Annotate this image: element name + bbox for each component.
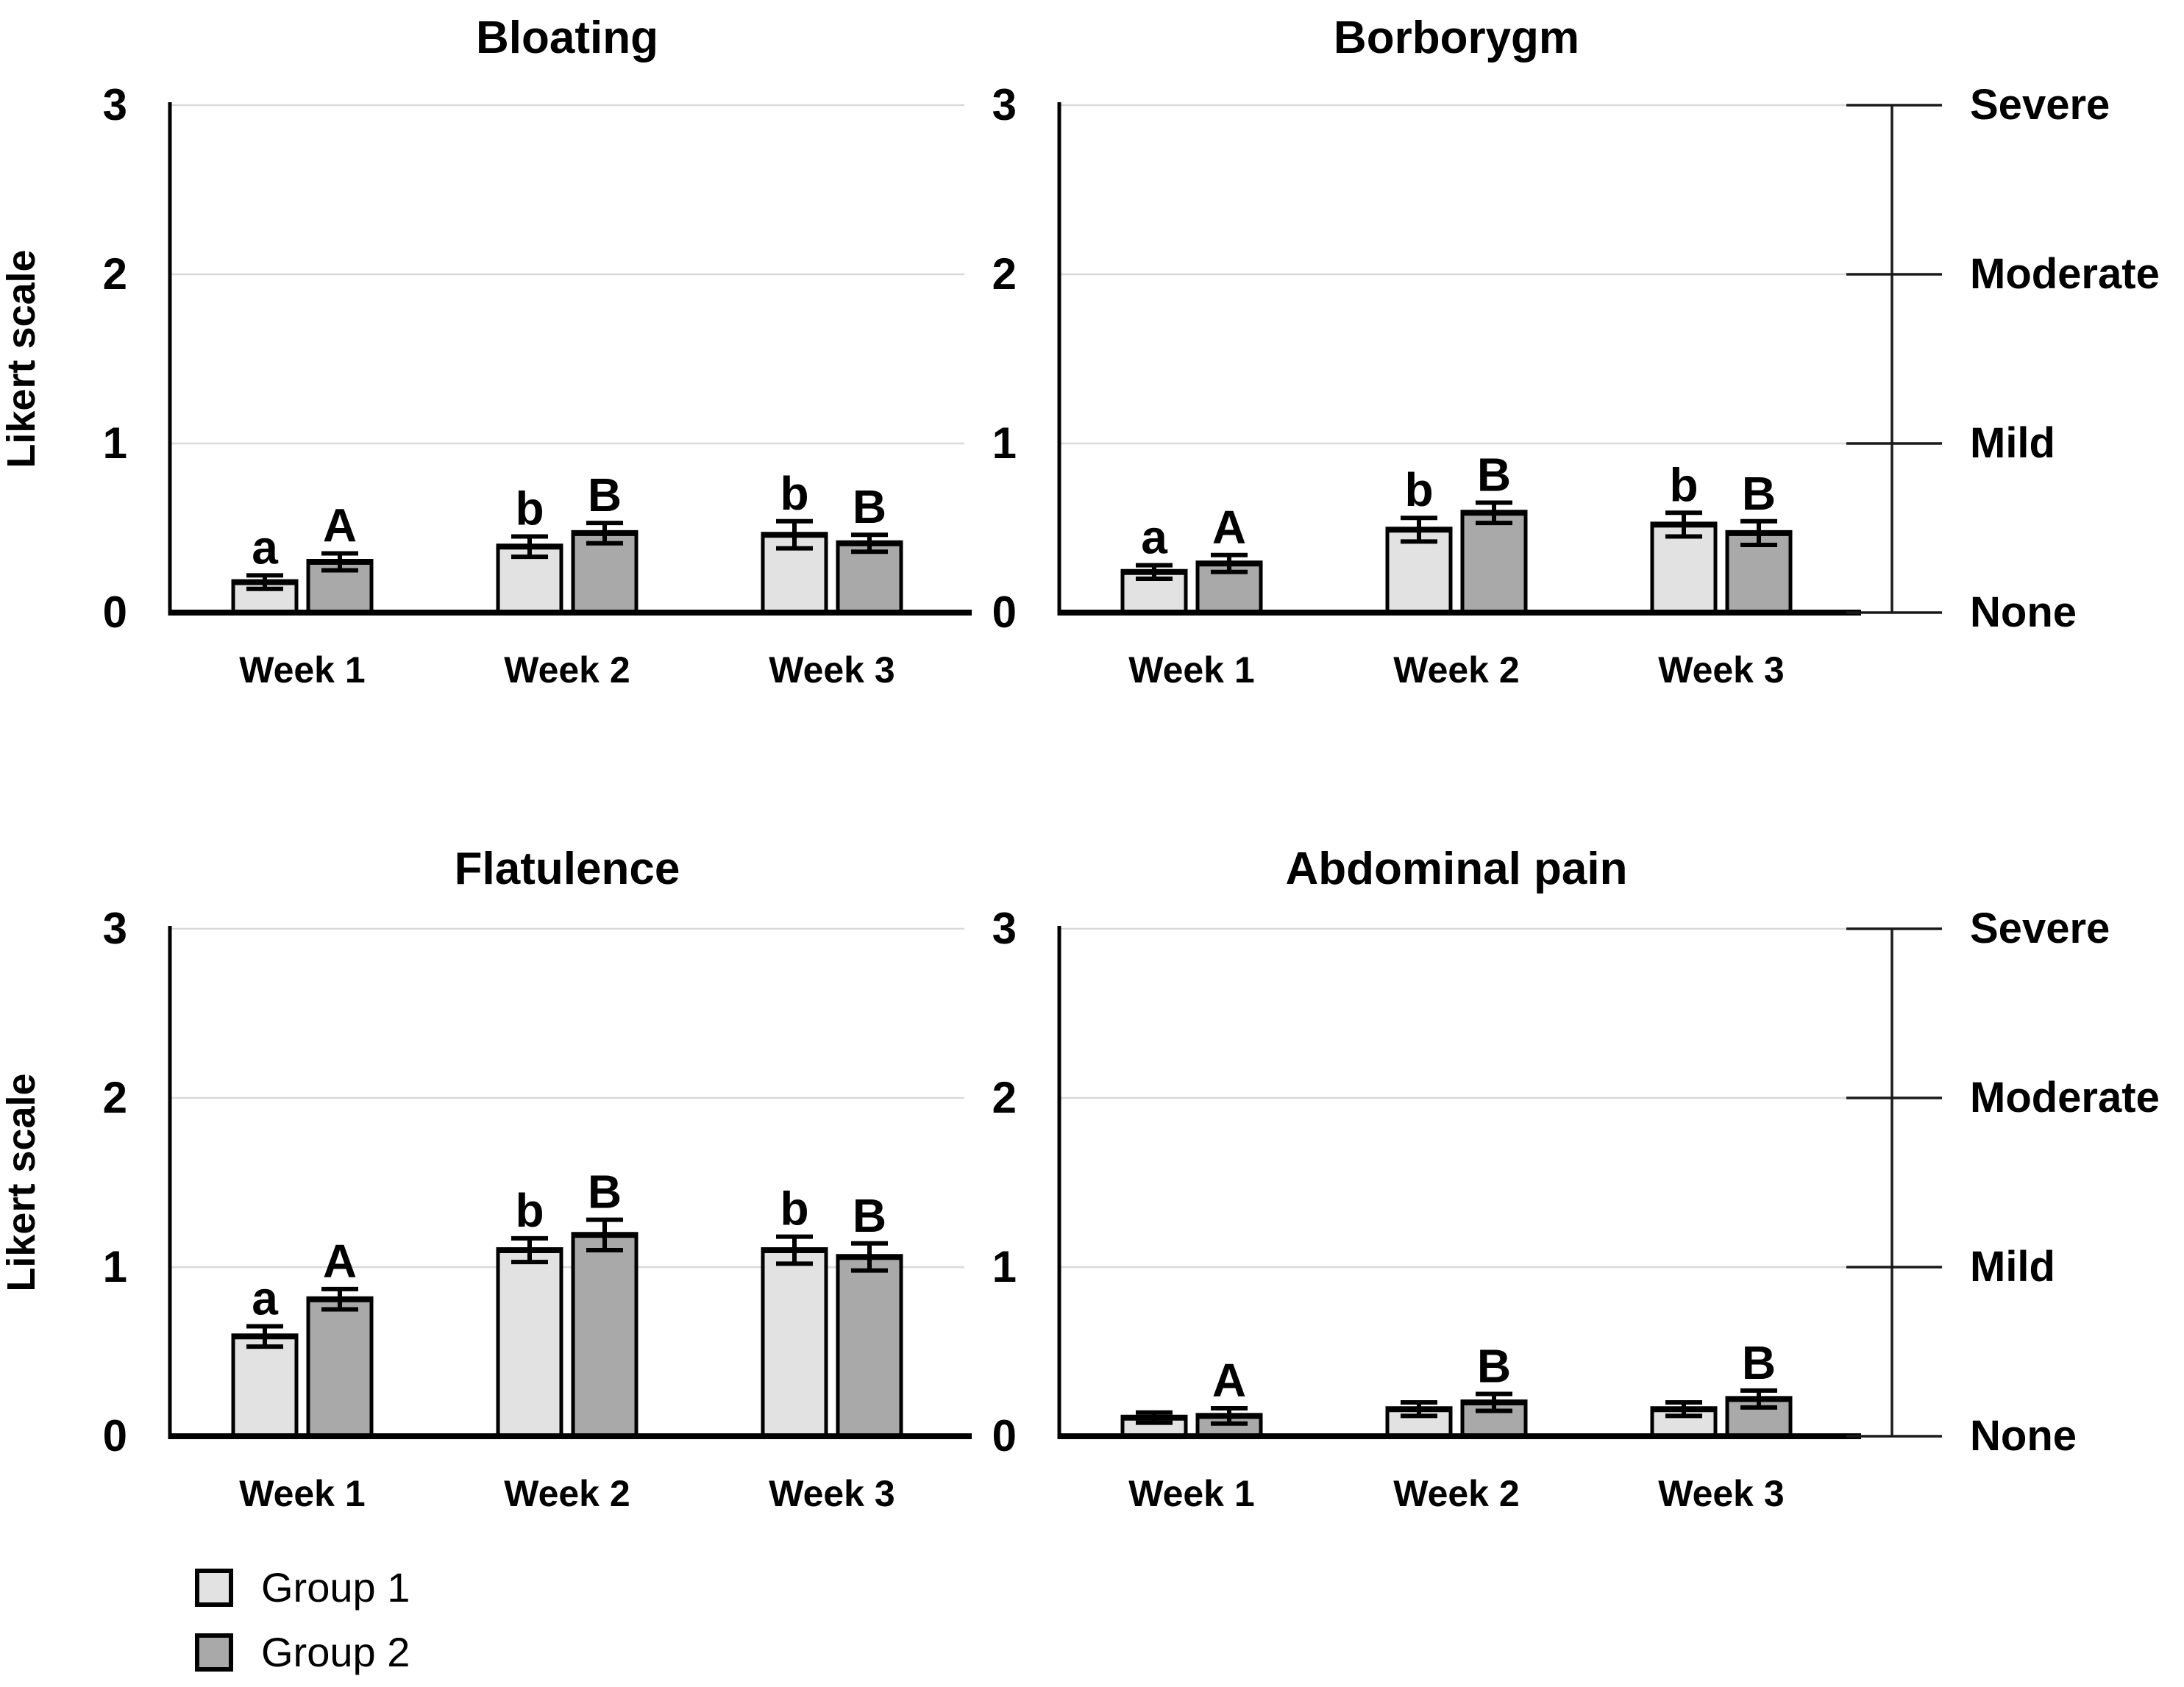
x-category-label-week-1: Week 1: [239, 1473, 365, 1514]
sig-letter: B: [1742, 467, 1776, 520]
sig-letter: a: [252, 521, 278, 574]
y-tick-label-3: 3: [992, 80, 1017, 129]
bar-group-2-week-3: [836, 1255, 903, 1438]
sig-letter: B: [853, 1189, 886, 1242]
x-category-label-week-2: Week 2: [504, 1473, 630, 1514]
bar-group-1-week-2: [1385, 527, 1453, 615]
sig-letter: b: [1404, 463, 1433, 516]
sig-letter: a: [252, 1272, 278, 1325]
sig-letter: b: [1669, 458, 1698, 511]
chart-title-abdominal-pain: Abdominal pain: [1285, 844, 1628, 894]
legend-label-group2: Group 2: [261, 1629, 410, 1675]
sig-letter: b: [515, 482, 544, 535]
x-category-label-week-2: Week 2: [1393, 649, 1519, 691]
bar-group-2-week-2: [571, 1233, 639, 1438]
chart-title-borborygm: Borborygm: [1333, 13, 1580, 63]
y-tick-label-0: 0: [103, 1411, 127, 1460]
y-tick-label-3: 3: [103, 904, 127, 953]
y-tick-label-1: 1: [103, 1242, 127, 1291]
bar-group-2-week-1: [306, 1297, 374, 1438]
bar-group-2-week-2: [1460, 510, 1528, 615]
chart-title-flatulence: Flatulence: [454, 844, 680, 894]
sig-letter: b: [780, 1183, 808, 1235]
legend-item-group2: Group 2: [195, 1631, 410, 1674]
bar-group-1-week-1: [231, 1334, 299, 1438]
sig-letter: A: [323, 1235, 357, 1288]
legend-swatch-group1: [195, 1569, 233, 1607]
y-tick-label-0: 0: [992, 588, 1017, 637]
sig-letter: a: [1141, 511, 1167, 564]
sig-letter: b: [515, 1184, 544, 1237]
sig-letter: b: [780, 467, 808, 520]
x-category-label-week-1: Week 1: [1128, 649, 1254, 691]
legend-swatch-group2: [195, 1633, 233, 1672]
bar-group-1-week-3: [761, 1248, 828, 1438]
severity-label-severe: Severe: [1970, 905, 2110, 952]
severity-label-moderate: Moderate: [1970, 250, 2160, 298]
y-axis-title: Likert scale: [0, 249, 43, 468]
chart-abdominal-pain: A Week 1 B Week 2 B Week 3 3 2 1 0 Severe Moderate M…: [992, 904, 2160, 1514]
sig-letter: A: [1212, 1354, 1246, 1407]
sig-letter: B: [588, 468, 622, 521]
x-category-label-week-3: Week 3: [1658, 1473, 1784, 1514]
bar-group-2-week-3: [836, 541, 903, 615]
y-tick-label-2: 2: [992, 1073, 1017, 1122]
y-tick-label-2: 2: [103, 1073, 127, 1122]
y-tick-label-2: 2: [103, 249, 127, 299]
severity-label-none: None: [1970, 588, 2077, 636]
severity-label-none: None: [1970, 1412, 2077, 1460]
y-tick-label-3: 3: [103, 80, 127, 129]
x-category-label-week-3: Week 3: [769, 649, 894, 691]
y-tick-label-0: 0: [992, 1411, 1017, 1460]
y-tick-label-1: 1: [992, 418, 1017, 468]
sig-letter: B: [1477, 1340, 1511, 1393]
sig-letter: B: [588, 1166, 622, 1219]
severity-scale: Severe Moderate Mild None: [1846, 81, 2160, 636]
legend-item-group1: Group 1: [195, 1566, 410, 1609]
legend-label-group1: Group 1: [261, 1564, 410, 1611]
severity-label-mild: Mild: [1970, 419, 2055, 467]
sig-letter: B: [1742, 1336, 1776, 1389]
y-tick-label-2: 2: [992, 249, 1017, 299]
bar-group-1-week-2: [496, 1248, 563, 1438]
y-tick-label-1: 1: [992, 1242, 1017, 1291]
y-axis-title: Likert scale: [0, 1073, 43, 1291]
severity-scale: Severe Moderate Mild None: [1846, 905, 2160, 1460]
bar-group-2-week-2: [571, 531, 639, 615]
sig-letter: B: [853, 480, 886, 533]
severity-label-moderate: Moderate: [1970, 1074, 2160, 1121]
sig-letter: B: [1477, 449, 1511, 502]
sig-letter: A: [1212, 501, 1246, 554]
severity-label-severe: Severe: [1970, 81, 2110, 129]
chart-title-bloating: Bloating: [476, 13, 658, 63]
sig-letter: A: [323, 499, 357, 552]
severity-label-mild: Mild: [1970, 1243, 2055, 1291]
x-category-label-week-2: Week 2: [504, 649, 630, 691]
y-tick-label-1: 1: [103, 418, 127, 468]
x-category-label-week-1: Week 1: [239, 649, 365, 691]
y-tick-label-3: 3: [992, 904, 1017, 953]
x-category-label-week-3: Week 3: [1658, 649, 1784, 691]
y-tick-label-0: 0: [103, 588, 127, 637]
x-category-label-week-2: Week 2: [1393, 1473, 1519, 1514]
x-category-label-week-3: Week 3: [769, 1473, 894, 1514]
x-category-label-week-1: Week 1: [1128, 1473, 1254, 1514]
